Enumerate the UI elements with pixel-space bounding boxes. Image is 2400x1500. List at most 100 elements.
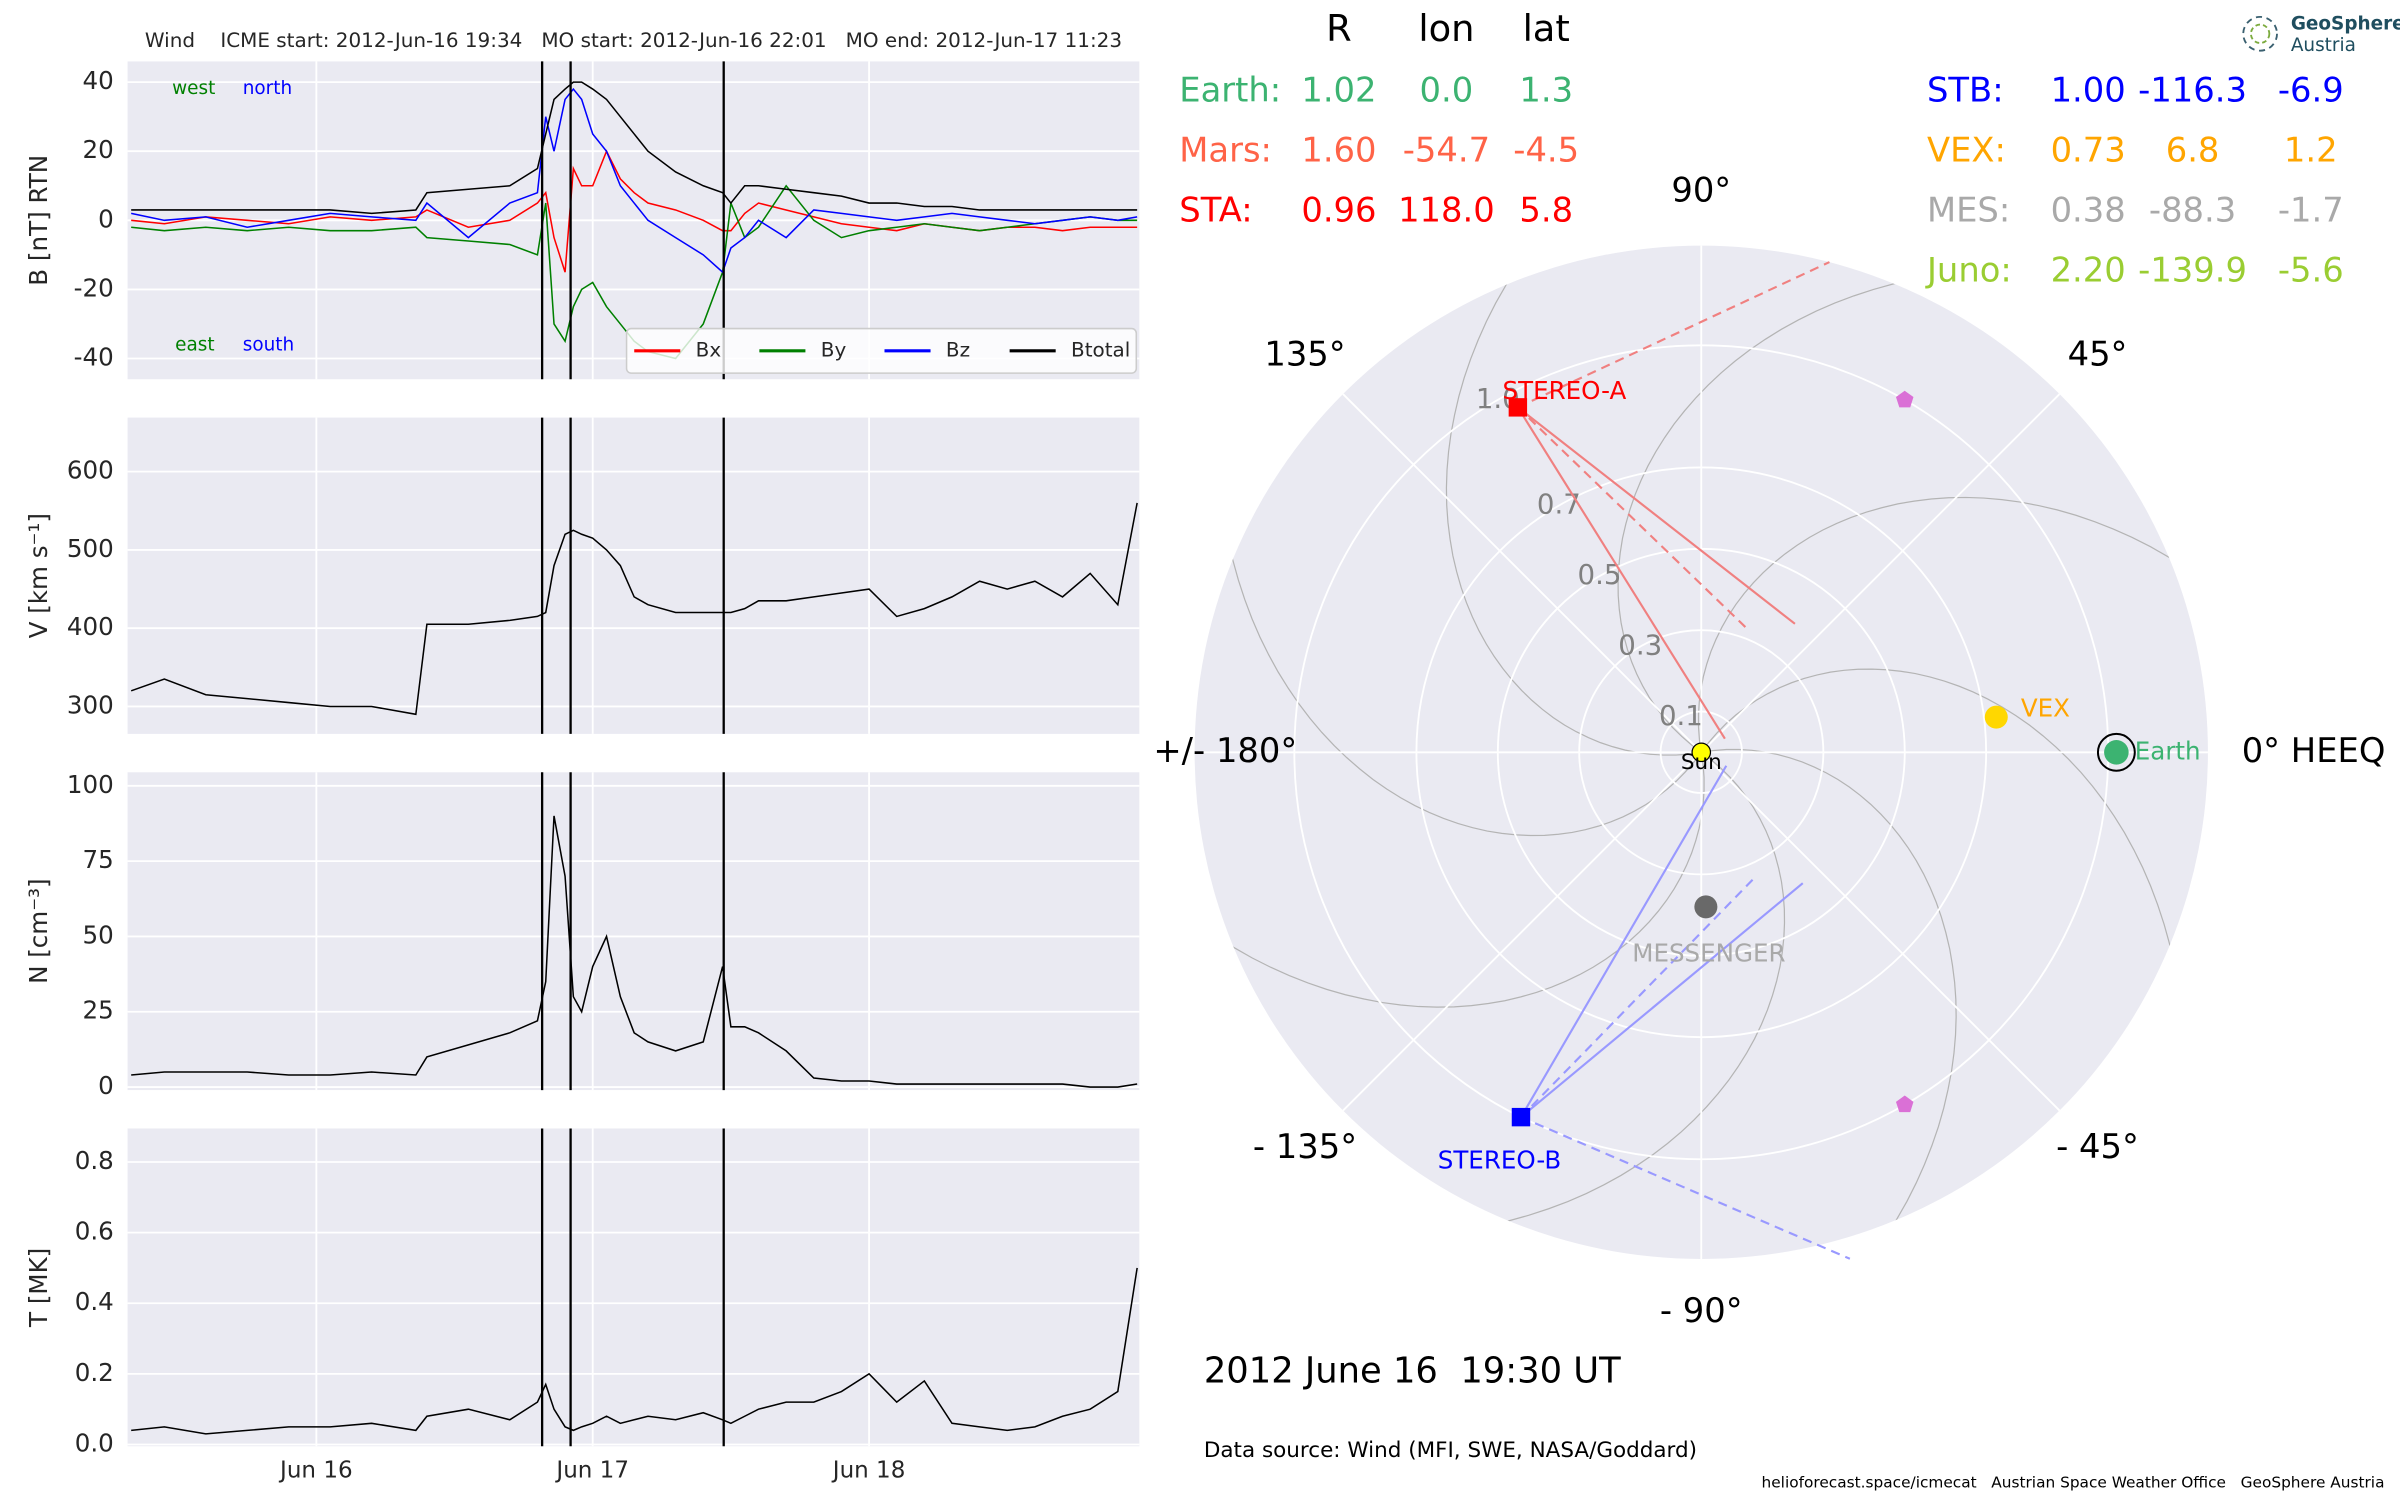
y-axis-label: N [cm⁻³] [24, 878, 53, 984]
legend-box [625, 327, 1138, 374]
fov-line [1520, 882, 1804, 1118]
table-cell: 0.38 [2051, 190, 2126, 229]
y-tick-label: 600 [67, 456, 114, 485]
table-row-label: Juno: [1925, 250, 2012, 289]
table-cell: -6.9 [2278, 71, 2344, 110]
y-tick-label: 40 [83, 66, 114, 95]
spiral [1194, 542, 1705, 1008]
y-tick-label: 500 [67, 534, 114, 563]
body-label: Earth [2135, 736, 2201, 765]
polar-chart: 0° HEEQ 45° 90° 135° +/- 180° - 135° - 90° - 45… [1153, 7, 2386, 1330]
y-tick-label: 0 [98, 204, 114, 233]
table-cell: 1.00 [2051, 71, 2126, 110]
table-cell: -116.3 [2138, 71, 2247, 110]
y-axis-label: B [nT] RTN [24, 155, 53, 286]
panel: -40 -20 0 20 40 B [nT] RTN Wind ICME start: 20… [24, 28, 1140, 380]
table-row-label: STB: [1927, 71, 2004, 110]
body-marker [1508, 398, 1528, 417]
table-row-label: VEX: [1927, 130, 2006, 169]
annotation: west [172, 78, 215, 99]
data-line [131, 87, 1138, 274]
spiral [1697, 496, 2208, 963]
logo-text: GeoSphere [2291, 14, 2400, 35]
fov-line [1520, 765, 1728, 1118]
table-cell: 0.73 [2051, 130, 2126, 169]
legend: Bx By Bz Btotal [625, 327, 1138, 374]
angle-tick-label: - 45° [2056, 1127, 2139, 1166]
r-tick-label: 0.3 [1618, 629, 1662, 662]
y-axis-label: V [km s⁻¹] [24, 513, 53, 638]
plot-background [127, 772, 1140, 1091]
y-tick-label: 75 [83, 845, 114, 874]
table-header: R [1326, 7, 1352, 50]
table-row-label: Earth: [1179, 71, 1281, 110]
table-cell: 1.02 [1301, 71, 1376, 110]
table-cell: -5.6 [2278, 250, 2344, 289]
table-cell: 1.2 [2284, 130, 2338, 169]
y-tick-label: 0.6 [75, 1217, 114, 1246]
logo-text: Austria [2291, 35, 2356, 56]
y-tick-label: -20 [74, 273, 114, 302]
table-row-label: MES: [1927, 190, 2010, 229]
fov-line [1517, 406, 1796, 625]
grid-line [1700, 751, 2061, 1112]
table-cell: 0.0 [1420, 71, 1474, 110]
y-tick-label: 0.8 [75, 1146, 114, 1175]
angle-tick-label: - 135° [1253, 1127, 1357, 1166]
table-row-label: Mars: [1179, 130, 1272, 169]
body-marker [1691, 742, 1712, 763]
table-row-label: STA: [1179, 190, 1252, 229]
angle-tick-label: 45° [2068, 335, 2128, 374]
body-label: STEREO-B [1438, 1146, 1561, 1175]
y-tick-label: 400 [67, 612, 114, 641]
earth-ring [2096, 732, 2136, 772]
r-tick-label: 0.1 [1659, 699, 1703, 732]
logo: GeoSphere Austria [2242, 14, 2400, 56]
table-cell: -1.7 [2278, 190, 2344, 229]
legend-label: Bz [946, 337, 970, 361]
r-tick-label: 0.7 [1537, 488, 1581, 521]
table-cell: 1.3 [1519, 71, 1573, 110]
y-tick-label: 100 [67, 770, 114, 799]
data-source: Data source: Wind (MFI, SWE, NASA/Goddar… [1204, 1438, 1697, 1463]
table-cell: 6.8 [2166, 130, 2220, 169]
spiral [1491, 748, 1957, 1259]
marker-point [1895, 390, 1914, 408]
logo-icon [2242, 15, 2278, 52]
y-tick-label: -40 [74, 342, 114, 371]
angle-tick-label: 90° [1671, 170, 1731, 209]
grid-line [1342, 751, 1702, 1112]
x-tick-label: Jun 16 [278, 1457, 353, 1483]
y-tick-label: 50 [83, 920, 114, 949]
table-header: lat [1523, 7, 1570, 50]
y-tick-label: 0.0 [75, 1428, 114, 1457]
plot-background [127, 417, 1140, 734]
angle-tick-label: 135° [1264, 335, 1345, 374]
table-cell: 1.60 [1301, 130, 1376, 169]
angle-tick-label: 0° HEEQ [2242, 731, 2386, 770]
panel: 0.0 0.2 0.4 0.6 0.8 Jun 16 Jun 17 Jun 18 T [MK] [24, 1128, 1140, 1483]
angle-tick-label: - 90° [1660, 1291, 1743, 1330]
fov-line [1520, 877, 1755, 1118]
x-tick-label: Jun 18 [831, 1457, 906, 1483]
plot-background [127, 1128, 1140, 1447]
table-cell: 118.0 [1398, 190, 1495, 229]
fov-line [1516, 406, 1726, 740]
body-marker [2104, 740, 2129, 765]
date-label: 2012 June 16 19:30 UT [1204, 1351, 1621, 1392]
table-cell: -88.3 [2149, 190, 2236, 229]
y-tick-label: 300 [67, 690, 114, 719]
fov-line [1517, 406, 1750, 631]
panel: 300 400 500 600 V [km s⁻¹] [24, 417, 1140, 734]
table-header: lon [1418, 7, 1474, 50]
body-label: VEX [2021, 693, 2070, 722]
panel: 0 25 50 75 100 N [cm⁻³] [24, 770, 1140, 1100]
fov-line [1520, 1116, 1851, 1260]
legend-label: Btotal [1071, 337, 1130, 361]
table-cell: 5.8 [1519, 190, 1573, 229]
data-line [131, 815, 1138, 1088]
logo-icon [2250, 23, 2271, 44]
